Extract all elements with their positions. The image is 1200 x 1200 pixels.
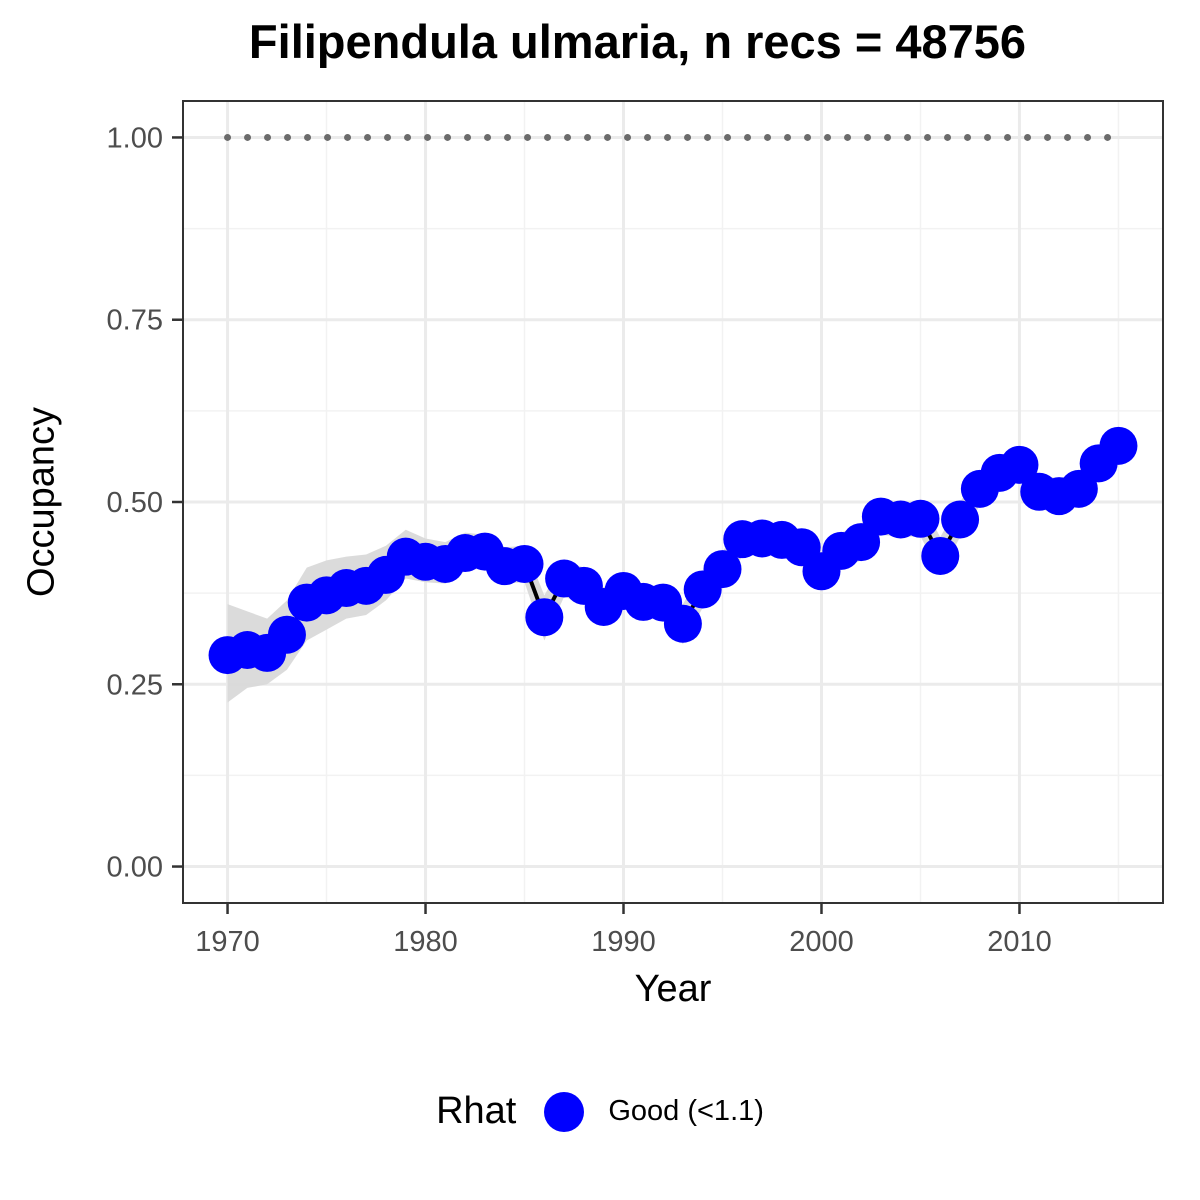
y-tick-label: 0.00 — [107, 852, 163, 884]
data-point — [505, 544, 544, 583]
x-tick-label: 1990 — [591, 926, 656, 958]
data-points-layer — [208, 426, 1138, 675]
x-tick-label: 1970 — [195, 926, 260, 958]
legend: Rhat Good (<1.1) — [0, 1090, 1200, 1133]
data-point — [921, 536, 960, 575]
data-point — [1099, 426, 1138, 465]
legend-key-dot — [544, 1091, 585, 1132]
y-tick-label: 1.00 — [107, 122, 163, 154]
data-point — [941, 500, 980, 539]
legend-entry-label: Good (<1.1) — [608, 1095, 764, 1127]
data-point — [663, 604, 702, 643]
x-tick-label: 1980 — [393, 926, 458, 958]
legend-title: Rhat — [436, 1090, 517, 1132]
y-axis-label: Occupancy — [20, 406, 63, 598]
x-tick-label: 2000 — [789, 926, 854, 958]
y-axis: 0.00 0.25 0.50 0.75 1.00 — [107, 122, 183, 884]
data-point — [703, 550, 742, 589]
data-point — [1059, 469, 1098, 508]
y-tick-label: 0.75 — [107, 305, 163, 337]
x-axis: 1970 1980 1990 2000 2010 — [195, 903, 1052, 958]
data-point — [901, 499, 940, 538]
y-tick-label: 0.25 — [107, 669, 163, 701]
data-point — [1000, 445, 1039, 484]
y-tick-label: 0.50 — [107, 487, 163, 519]
data-point — [525, 598, 564, 637]
x-axis-label: Year — [634, 968, 712, 1010]
major-gridlines — [183, 101, 1163, 903]
x-tick-label: 2010 — [987, 926, 1052, 958]
data-point — [267, 615, 306, 654]
data-point — [842, 523, 881, 562]
chart-title: Filipendula ulmaria, n recs = 48756 — [248, 15, 1027, 68]
